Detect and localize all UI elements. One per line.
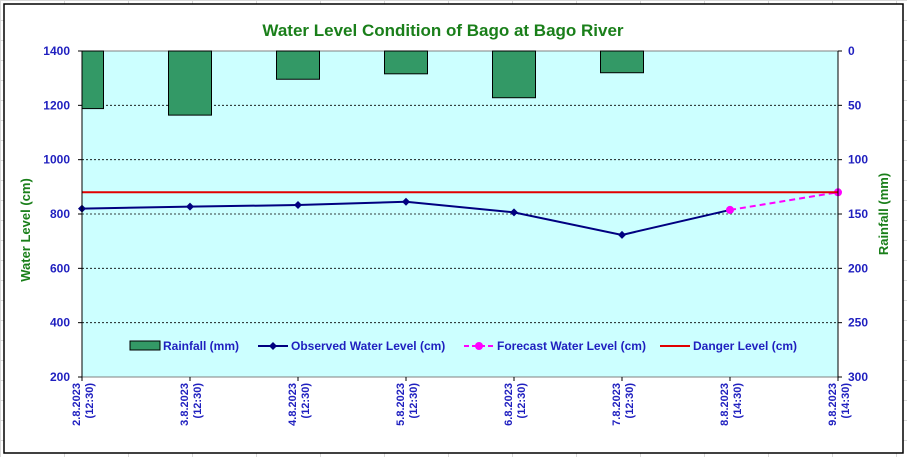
rainfall-bar xyxy=(492,50,536,99)
legend-swatch-rainfall xyxy=(129,340,161,351)
left-tick-label: 1200 xyxy=(43,98,70,112)
left-tick-label: 200 xyxy=(50,370,70,384)
observed-point xyxy=(402,197,410,206)
legend-label: Forecast Water Level (cm) xyxy=(497,339,646,353)
rainfall-bar xyxy=(168,50,212,116)
x-tick-label: 4.8.2023(12:30) xyxy=(287,383,312,426)
right-tick-label: 200 xyxy=(848,261,868,275)
x-tick-label: 2.8.2023(12:30) xyxy=(71,383,96,426)
forecast-water-level-line xyxy=(729,191,839,211)
legend-label: Danger Level (cm) xyxy=(693,339,797,353)
legend-marker-observed xyxy=(269,342,277,350)
legend-label: Rainfall (mm) xyxy=(163,339,239,353)
bar-layer xyxy=(81,50,644,116)
legend: Rainfall (mm) Observed Water Level (cm) Fo… xyxy=(129,339,797,353)
left-tick-label: 400 xyxy=(50,316,70,330)
rainfall-bar xyxy=(276,50,320,80)
chart-title: Water Level Condition of Bago at Bago Ri… xyxy=(262,21,624,40)
right-tick-label: 50 xyxy=(848,98,862,112)
right-axis-title: Rainfall (mm) xyxy=(876,173,891,255)
right-tick-label: 150 xyxy=(848,207,868,221)
left-axis: 200 400 600 800 1000 1200 1400 xyxy=(43,44,83,384)
observed-point xyxy=(294,201,302,210)
x-tick-label: 9.8.2023(14:30) xyxy=(827,383,852,426)
left-tick-label: 1000 xyxy=(43,153,70,167)
right-tick-label: 0 xyxy=(848,44,855,58)
left-axis-title: Water Level (cm) xyxy=(18,178,33,282)
legend-marker-forecast xyxy=(475,342,483,350)
left-tick-label: 600 xyxy=(50,261,70,275)
right-tick-label: 300 xyxy=(848,370,868,384)
x-tick-label: 5.8.2023(12:30) xyxy=(395,383,420,426)
left-tick-label: 800 xyxy=(50,207,70,221)
forecast-point xyxy=(726,205,734,214)
observed-point xyxy=(510,208,518,217)
right-tick-label: 100 xyxy=(848,153,868,167)
right-tick-label: 250 xyxy=(848,316,868,330)
x-tick-label: 3.8.2023(12:30) xyxy=(179,383,204,426)
rainfall-bar xyxy=(81,50,104,110)
line-layer xyxy=(78,188,842,239)
x-tick-label: 8.8.2023(14:30) xyxy=(719,383,744,426)
rainfall-bar xyxy=(600,50,644,74)
legend-label: Observed Water Level (cm) xyxy=(291,339,445,353)
observed-point xyxy=(186,202,194,211)
x-tick-label: 6.8.2023(12:30) xyxy=(503,383,528,426)
x-tick-label: 7.8.2023(12:30) xyxy=(611,383,636,426)
observed-point xyxy=(618,230,626,239)
left-tick-label: 1400 xyxy=(43,44,70,58)
right-axis: 0 50 100 150 200 250 300 xyxy=(837,44,868,384)
x-axis: 2.8.2023(12:30) 3.8.2023(12:30) 4.8.2023(1… xyxy=(71,377,852,426)
rainfall-bar xyxy=(384,50,428,75)
